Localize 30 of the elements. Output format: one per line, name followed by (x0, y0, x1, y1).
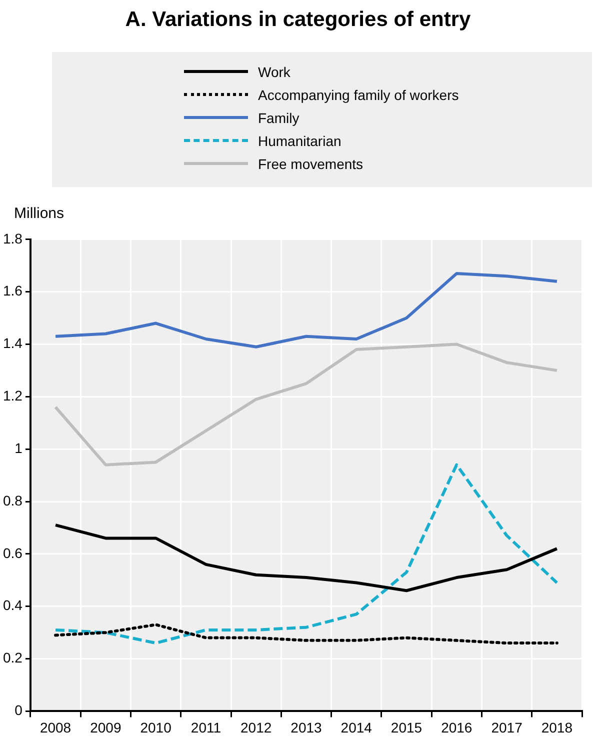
x-tick-label: 2008 (40, 719, 72, 736)
x-tick-label: 2016 (441, 719, 472, 736)
legend-label: Humanitarian (258, 132, 342, 148)
y-tick-label: 1.4 (2, 335, 23, 352)
y-tick-label: 0.8 (2, 492, 23, 508)
y-axis-title: Millions (14, 205, 64, 222)
x-tick-label: 2018 (541, 719, 573, 736)
y-tick-label: 0 (14, 702, 23, 718)
y-tick-label: 1.2 (2, 388, 23, 404)
legend-label: Free movements (258, 156, 364, 172)
x-tick-label: 2015 (390, 719, 422, 736)
x-tick-label: 2009 (90, 719, 122, 736)
chart-title: A. Variations in categories of entry (124, 8, 472, 32)
legend-label: Accompanying family of workers (258, 86, 459, 102)
x-tick-label: 2011 (190, 719, 222, 736)
y-tick-label: 0.4 (2, 597, 23, 614)
line-series (54, 623, 558, 645)
x-tick-label: 2012 (240, 719, 272, 736)
x-tick-label: 2013 (290, 719, 322, 736)
y-tick-label: 0.2 (2, 650, 23, 666)
y-tick-label: 1.8 (2, 230, 23, 246)
y-tick-label: 1 (14, 440, 23, 456)
legend-label: Work (258, 64, 290, 80)
x-tick-label: 2014 (340, 719, 372, 736)
x-tick-label: 2010 (140, 719, 172, 736)
legend-label: Family (258, 110, 300, 126)
x-tick-label: 2017 (491, 719, 523, 736)
y-tick-label: 0.6 (2, 544, 23, 561)
line-series (54, 463, 558, 645)
y-tick-label: 1.6 (2, 282, 23, 299)
